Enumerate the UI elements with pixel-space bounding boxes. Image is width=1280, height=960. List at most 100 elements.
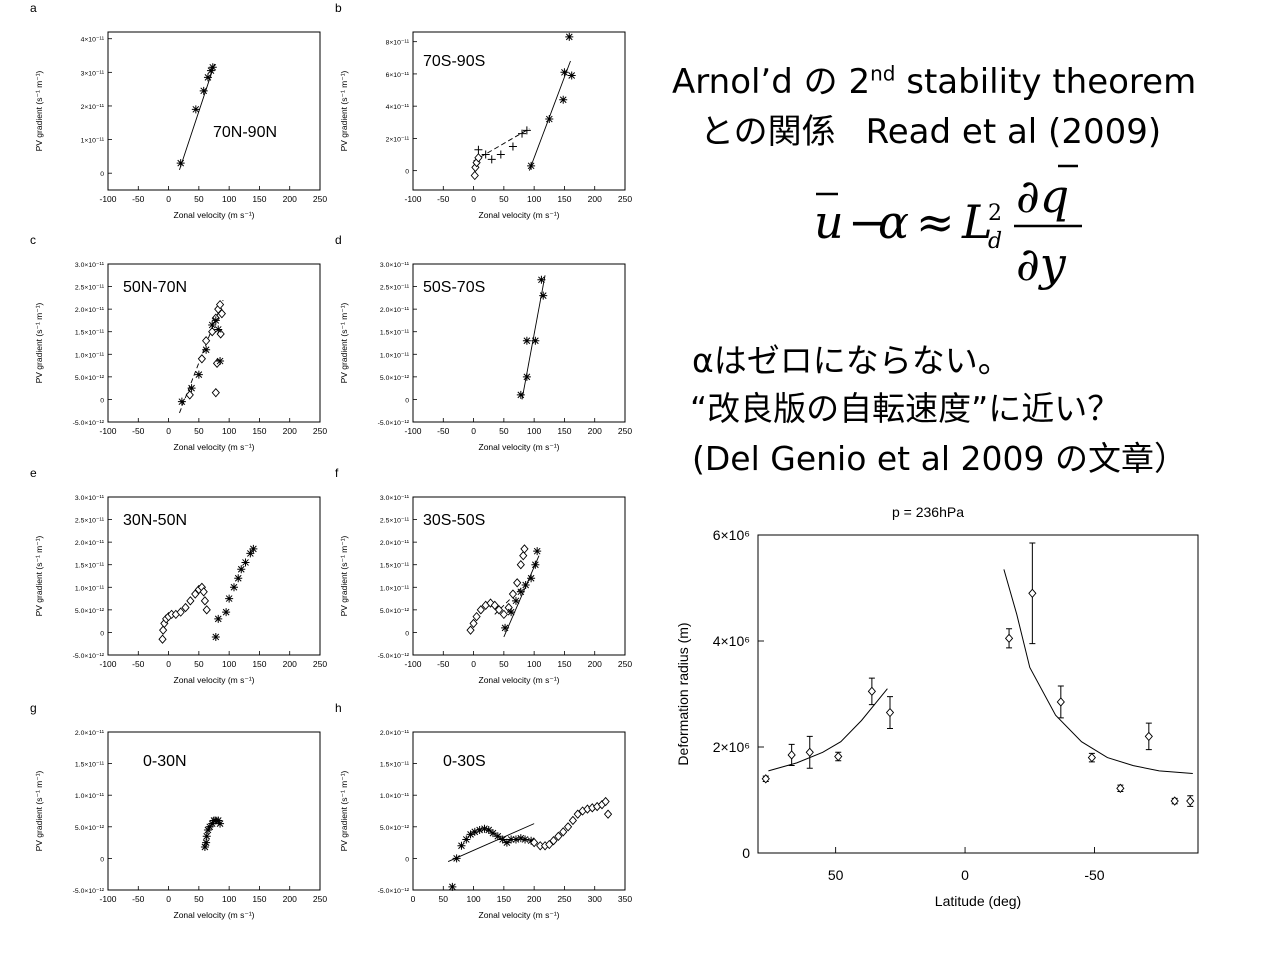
- data-point: [214, 325, 223, 334]
- plot-frame: [412, 496, 626, 656]
- panel-letter: e: [30, 466, 37, 480]
- x-tick-label: 100: [527, 659, 541, 669]
- y-axis-label: PV gradient (s⁻¹ m⁻¹): [34, 770, 44, 851]
- svg-text:d: d: [988, 229, 1002, 254]
- x-tick-label: -100: [99, 426, 116, 436]
- y-tick-label: 3.0×10⁻¹¹: [75, 262, 105, 269]
- data-point: [217, 308, 226, 319]
- region-label: 0-30N: [143, 753, 187, 770]
- data-point: [834, 751, 843, 762]
- x-axis-label: Zonal velocity (m s⁻¹): [479, 910, 560, 920]
- y-tick-label: 3×10⁻¹¹: [81, 70, 105, 77]
- y-tick-label: 8×10⁻¹¹: [386, 40, 410, 47]
- x-tick-label: -100: [99, 894, 116, 904]
- scatter-panel-h: 0 50 100 150 200 250 300 350-5.0×10⁻¹²05.0×10⁻¹…: [335, 701, 632, 920]
- fit-line: [503, 555, 540, 638]
- data-point: [208, 327, 217, 337]
- title-line-1-suffix: stability theorem: [895, 62, 1197, 102]
- x-tick-label: 100: [222, 426, 236, 436]
- y-tick-label: 1.0×10⁻¹¹: [75, 585, 105, 592]
- y-axis-label: PV gradient (s⁻¹ m⁻¹): [34, 302, 44, 383]
- x-tick-label: 200: [283, 194, 297, 204]
- x-tick-label: 0: [411, 894, 416, 904]
- x-tick-label: 200: [283, 659, 297, 669]
- y-axis-label: Deformation radius (m): [675, 622, 691, 765]
- y-tick-label: 4×10⁻¹¹: [386, 104, 410, 111]
- y-tick-label: 0: [100, 171, 104, 178]
- data-point: [531, 336, 540, 345]
- scatter-panel-c: -100 -50 0 50 100 150 200 250 -5.0×10⁻¹² 0 5.0×10⁻…: [30, 233, 327, 452]
- data-point: [191, 105, 200, 114]
- plot-frame: [757, 534, 1199, 854]
- data-point: [200, 843, 209, 852]
- y-tick-label: 1.0×10⁻¹¹: [380, 793, 410, 800]
- data-point: [516, 560, 525, 570]
- data-point: [496, 150, 505, 159]
- data-point: [516, 834, 525, 843]
- data-point: [601, 796, 610, 807]
- x-tick-label: 250: [313, 659, 327, 669]
- x-tick-label: 0: [166, 194, 171, 204]
- data-point: [211, 387, 220, 398]
- data-point: [516, 587, 525, 596]
- x-tick-label: 0: [961, 867, 969, 883]
- y-tick-label: 0: [742, 845, 750, 861]
- y-tick-label: 1.5×10⁻¹¹: [75, 563, 105, 570]
- y-tick-label: 1.0×10⁻¹¹: [75, 352, 105, 359]
- data-point: [507, 608, 516, 617]
- region-label: 30N-50N: [123, 512, 187, 529]
- data-point: [249, 544, 258, 553]
- data-point: [567, 71, 576, 80]
- data-point: [1144, 731, 1153, 742]
- data-point: [474, 153, 483, 163]
- fit-line: [447, 823, 535, 862]
- data-point: [181, 602, 190, 613]
- title-line-1: Arnol’d の 2nd stability theorem: [672, 54, 1196, 103]
- data-point: [176, 607, 185, 617]
- data-point: [176, 159, 185, 168]
- data-point: [520, 544, 529, 554]
- title-line-2-reference: Read et al (2009): [865, 112, 1162, 152]
- x-tick-label: 100: [527, 426, 541, 436]
- x-tick-label: -100: [99, 194, 116, 204]
- x-tick-label: -50: [132, 194, 145, 204]
- x-tick-label: 250: [557, 894, 571, 904]
- plot-frame: [107, 496, 321, 656]
- y-tick-label: 1.5×10⁻¹¹: [380, 563, 410, 570]
- data-point: [533, 547, 542, 556]
- y-tick-label: 2.5×10⁻¹¹: [75, 518, 105, 525]
- y-tick-label: 5.0×10⁻¹²: [380, 608, 410, 615]
- x-tick-label: 0: [471, 659, 476, 669]
- x-tick-label: 150: [252, 894, 266, 904]
- x-tick-label: 50: [194, 894, 204, 904]
- data-point: [511, 835, 520, 844]
- data-point: [466, 625, 475, 635]
- y-tick-label: 2×10⁻¹¹: [386, 136, 410, 143]
- x-tick-label: 100: [222, 659, 236, 669]
- formula: u − α ≈ L 2 d ∂q ∂y: [814, 164, 1082, 291]
- deformation-radius-chart: p = 236hPa Latitude (deg) Deformation radi…: [675, 504, 1199, 909]
- x-tick-label: 100: [222, 894, 236, 904]
- data-point: [603, 809, 613, 819]
- x-tick-label: -50: [437, 194, 450, 204]
- data-point: [521, 835, 530, 844]
- data-point: [539, 291, 548, 300]
- y-tick-label: -5.0×10⁻¹²: [378, 420, 410, 427]
- data-point: [214, 614, 223, 623]
- data-point: [563, 822, 573, 832]
- data-point: [488, 829, 497, 838]
- data-point: [214, 816, 223, 825]
- data-point: [559, 827, 568, 837]
- x-tick-label: -50: [132, 426, 145, 436]
- data-point: [216, 819, 225, 828]
- x-tick-label: 100: [466, 894, 480, 904]
- y-tick-label: 6×10⁻¹¹: [386, 72, 410, 79]
- y-tick-label: 1.0×10⁻¹¹: [75, 793, 105, 800]
- data-point: [158, 634, 167, 644]
- x-tick-label: 50: [194, 194, 204, 204]
- data-point: [508, 589, 518, 599]
- data-point: [469, 618, 478, 629]
- data-point: [211, 632, 220, 641]
- data-point: [522, 336, 531, 345]
- data-point: [200, 596, 210, 606]
